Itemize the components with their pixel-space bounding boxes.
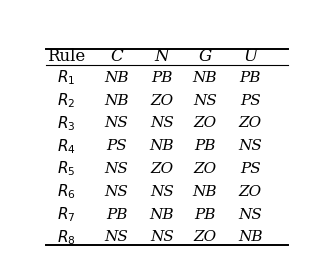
- Text: ZO: ZO: [151, 162, 173, 176]
- Text: $R_7$: $R_7$: [57, 205, 75, 224]
- Text: NS: NS: [150, 230, 174, 244]
- Text: NS: NS: [239, 207, 262, 221]
- Text: NB: NB: [104, 71, 129, 85]
- Text: PB: PB: [106, 207, 127, 221]
- Text: $R_6$: $R_6$: [57, 182, 75, 201]
- Text: ZO: ZO: [151, 94, 173, 108]
- Text: NS: NS: [150, 116, 174, 130]
- Text: NS: NS: [105, 185, 128, 199]
- Text: NB: NB: [104, 94, 129, 108]
- Text: ZO: ZO: [193, 162, 216, 176]
- Text: U: U: [244, 48, 258, 65]
- Text: $R_2$: $R_2$: [57, 91, 75, 110]
- Text: NS: NS: [239, 139, 262, 153]
- Text: NB: NB: [150, 207, 174, 221]
- Text: ZO: ZO: [193, 230, 216, 244]
- Text: PB: PB: [194, 207, 216, 221]
- Text: NB: NB: [193, 185, 217, 199]
- Text: PB: PB: [194, 139, 216, 153]
- Text: C: C: [110, 48, 123, 65]
- Text: NS: NS: [105, 116, 128, 130]
- Text: ZO: ZO: [239, 116, 262, 130]
- Text: PB: PB: [151, 71, 173, 85]
- Text: PS: PS: [240, 162, 261, 176]
- Text: NB: NB: [150, 139, 174, 153]
- Text: NS: NS: [105, 230, 128, 244]
- Text: PS: PS: [106, 139, 127, 153]
- Text: $R_8$: $R_8$: [57, 228, 75, 247]
- Text: NS: NS: [193, 94, 217, 108]
- Text: Rule: Rule: [47, 48, 85, 65]
- Text: NB: NB: [238, 230, 263, 244]
- Text: NB: NB: [193, 71, 217, 85]
- Text: PB: PB: [240, 71, 261, 85]
- Text: $R_4$: $R_4$: [57, 137, 75, 155]
- Text: ZO: ZO: [193, 116, 216, 130]
- Text: PS: PS: [240, 94, 261, 108]
- Text: G: G: [198, 48, 212, 65]
- Text: $R_1$: $R_1$: [57, 68, 75, 87]
- Text: $R_3$: $R_3$: [57, 114, 75, 133]
- Text: ZO: ZO: [239, 185, 262, 199]
- Text: $R_5$: $R_5$: [57, 160, 75, 178]
- Text: NS: NS: [150, 185, 174, 199]
- Text: N: N: [155, 48, 169, 65]
- Text: NS: NS: [105, 162, 128, 176]
